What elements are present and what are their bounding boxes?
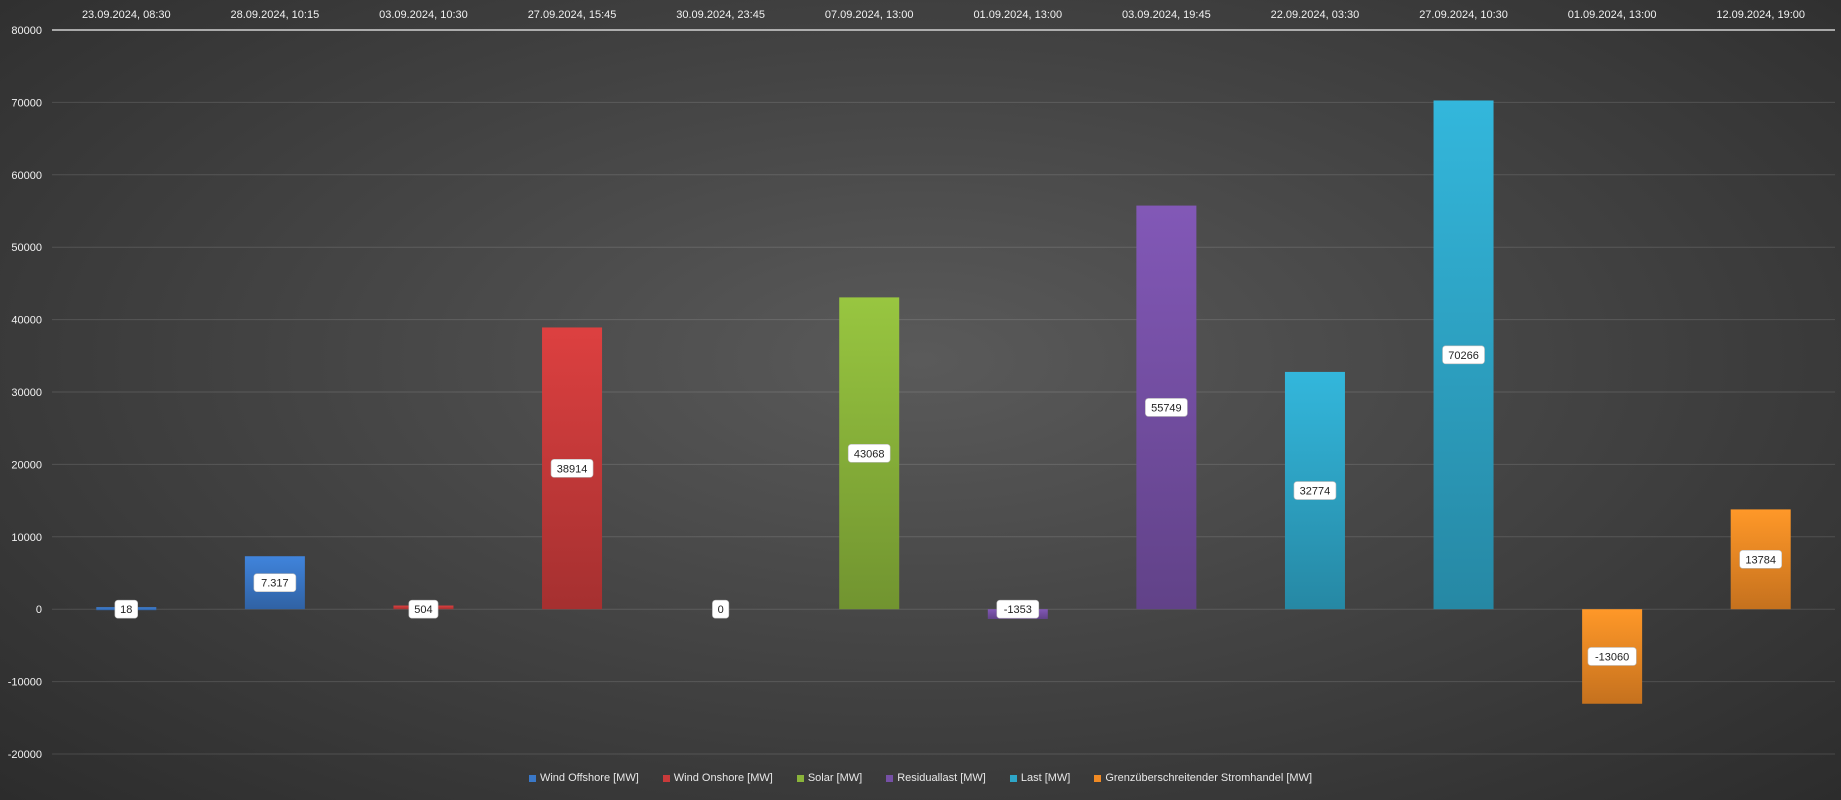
data-label: 504 [414,604,432,616]
x-tick-label: 07.09.2024, 13:00 [825,9,914,21]
y-tick-label: 20000 [11,459,42,471]
legend-label: Wind Offshore [MW] [539,772,639,784]
legend-item: Last [MW] [1009,772,1071,784]
x-tick-label: 01.09.2024, 13:00 [973,9,1062,21]
x-tick-label: 23.09.2024, 08:30 [82,9,171,21]
bars [96,100,1791,704]
y-tick-label: 80000 [11,25,42,37]
x-tick-label: 12.09.2024, 19:00 [1716,9,1805,21]
legend-label: Last [MW] [1020,772,1071,784]
x-tick-label: 28.09.2024, 10:15 [231,9,320,21]
x-tick-label: 30.09.2024, 23:45 [676,9,765,21]
y-tick-label: 50000 [11,242,42,254]
data-label: 7.317 [261,578,289,590]
x-tick-label: 22.09.2024, 03:30 [1271,9,1360,21]
data-label: 0 [718,604,724,616]
x-tick-label: 03.09.2024, 10:30 [379,9,468,21]
data-label-box [253,573,297,593]
y-tick-label: 10000 [11,532,42,544]
data-label: 70266 [1448,350,1479,362]
y-tick-label: 60000 [11,170,42,182]
data-label: 55749 [1151,402,1182,414]
legend-label: Wind Onshore [MW] [673,772,773,784]
legend-item: Wind Offshore [MW] [528,772,639,784]
legend-swatch [1094,774,1102,782]
y-tick-label: 0 [36,604,42,616]
data-label: -1353 [1004,604,1032,616]
data-label-box [550,459,594,478]
legend-label: Grenzüberschreitender Stromhandel [MW] [1105,772,1313,784]
data-label-box [1739,550,1783,569]
y-tick-label: 30000 [11,387,42,399]
y-tick-label: 70000 [11,97,42,109]
legend-label: Solar [MW] [807,772,863,784]
data-label: -13060 [1595,651,1629,663]
data-label-box [1442,345,1485,365]
y-tick-label: 40000 [11,315,42,327]
y-tick-label: -20000 [8,749,42,761]
legend-item: Grenzüberschreitender Stromhandel [MW] [1094,772,1312,784]
data-label-box [408,599,439,619]
legend-swatch [1009,774,1017,782]
data-label-box [996,599,1040,619]
y-tick-label: -10000 [8,677,42,689]
x-tick-label: 01.09.2024, 13:00 [1568,9,1657,21]
data-label: 32774 [1300,486,1331,498]
data-label: 43068 [854,448,885,460]
x-tick-label: 27.09.2024, 10:30 [1419,9,1508,21]
data-label-box [712,599,730,619]
legend-swatch [796,774,804,782]
data-label: 13784 [1745,554,1776,566]
legend-item: Solar [MW] [796,772,863,784]
data-label: 38914 [557,463,588,475]
legend-swatch [528,774,536,782]
data-label-box [847,443,891,463]
data-label: 18 [120,604,132,616]
legend-item: Wind Onshore [MW] [662,772,773,784]
legend-swatch [886,774,894,782]
y-axis: 80000 70000 60000 50000 40000 30000 20000 10000… [8,25,42,761]
data-label-box [114,599,138,619]
legend-item: Residuallast [MW] [886,772,986,784]
data-label-box [1293,481,1337,500]
legend-swatch [662,774,670,782]
data-label-box [1587,647,1637,666]
legend: Wind Offshore [MW] Wind Onshore [MW] Solar… [0,772,1841,784]
data-label-box [1145,398,1188,417]
legend-label: Residuallast [MW] [897,772,986,784]
x-tick-label: 03.09.2024, 19:45 [1122,9,1211,21]
x-axis: 23.09.2024, 08:30 28.09.2024, 10:15 03.09.… [52,9,1835,31]
gridlines [52,101,1835,755]
data-labels: 18 7.317 504 38914 0 43068 -1353 55749 32774 7026… [114,345,1783,666]
x-tick-label: 27.09.2024, 15:45 [528,9,617,21]
